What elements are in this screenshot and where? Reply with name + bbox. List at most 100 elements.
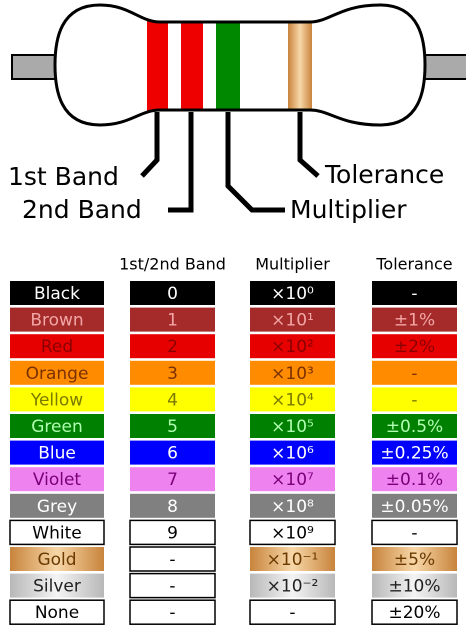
- cell: [372, 334, 457, 359]
- cell: [129, 546, 216, 572]
- cell: [249, 519, 336, 546]
- cell-text: ×10⁶: [271, 444, 314, 464]
- cell-text: ×10¹: [271, 311, 314, 331]
- cell: [10, 440, 104, 465]
- color-name: Red: [41, 337, 73, 357]
- cell: [10, 573, 104, 598]
- cell: [129, 599, 216, 625]
- cell-text: ±20%: [388, 603, 440, 623]
- cell: [372, 360, 457, 385]
- color-name: Silver: [33, 577, 81, 597]
- cell-text: -: [169, 550, 175, 570]
- cell-text: ±0.1%: [386, 470, 443, 490]
- cell-text: 6: [167, 444, 178, 464]
- cell-text: ×10⁰: [271, 284, 314, 304]
- multiplier-label: Multiplier: [290, 195, 407, 224]
- cell-text: -: [411, 364, 417, 384]
- cell: [130, 414, 215, 438]
- cell-text: ×10⁹: [271, 523, 314, 543]
- cell: [10, 414, 104, 438]
- cell: [372, 440, 457, 465]
- leader-line: [140, 112, 160, 178]
- cell: [9, 519, 105, 546]
- cell-text: ±2%: [394, 337, 435, 357]
- resistor: [11, 3, 466, 127]
- cell-text: 1: [167, 311, 178, 331]
- cell: [372, 547, 457, 571]
- cell-text: ×10⁵: [271, 417, 314, 437]
- cell-text: ±0.25%: [380, 444, 448, 464]
- cell: [249, 599, 336, 625]
- cell-text: 8: [167, 497, 178, 517]
- cell-text: ×10⁻¹: [267, 550, 319, 570]
- band1-label: 1st Band: [8, 162, 119, 191]
- cell: [372, 467, 457, 492]
- cell: [130, 307, 215, 332]
- cell: [372, 573, 457, 598]
- band2-label: 2nd Band: [22, 195, 142, 224]
- cell: [250, 573, 335, 598]
- color-name: White: [32, 523, 81, 543]
- cell-text: ±1%: [394, 311, 435, 331]
- cell: [10, 387, 104, 412]
- color-table: 1st/2nd Band Multiplier Tolerance Black 0 ×10…: [9, 255, 458, 625]
- color-name: Yellow: [30, 390, 83, 410]
- band: [216, 5, 240, 125]
- leader-line: [168, 112, 194, 213]
- cell: [250, 334, 335, 359]
- cell-text: -: [169, 577, 175, 597]
- cell: [250, 493, 335, 518]
- cell: [129, 572, 216, 599]
- cell-text: ×10⁸: [271, 497, 314, 517]
- cell-text: 5: [167, 417, 178, 437]
- cell: [250, 281, 335, 305]
- body-outline: [53, 3, 427, 127]
- band: [181, 5, 203, 125]
- cell: [130, 387, 215, 412]
- cell: [372, 387, 457, 412]
- tolerance-label: Tolerance: [324, 160, 444, 189]
- cell: [10, 281, 104, 305]
- leaders: [140, 112, 320, 213]
- color-name: Green: [31, 417, 82, 437]
- color-name: Blue: [38, 444, 76, 464]
- cell-text: -: [411, 390, 417, 410]
- leader-line: [225, 112, 285, 213]
- cell: [371, 519, 458, 546]
- cell-text: ×10⁷: [271, 470, 314, 490]
- band: [288, 5, 312, 125]
- band: [147, 5, 168, 125]
- cell-text: ×10⁴: [271, 390, 314, 410]
- cell: [250, 467, 335, 492]
- cell-text: ±5%: [394, 550, 435, 570]
- lead: [419, 54, 466, 80]
- color-name: Black: [34, 284, 80, 304]
- cell-text: 9: [167, 523, 178, 543]
- cell: [130, 360, 215, 385]
- cell-text: ×10⁻²: [267, 577, 319, 597]
- cell: [130, 281, 215, 305]
- column-header: Multiplier: [255, 255, 330, 274]
- cell-text: -: [289, 603, 295, 623]
- cell: [250, 440, 335, 465]
- cell: [9, 599, 105, 625]
- cell: [10, 493, 104, 518]
- cell: [10, 547, 104, 571]
- color-name: Orange: [26, 364, 89, 384]
- leader-line: [297, 112, 320, 178]
- cell: [372, 281, 457, 305]
- cell: [10, 334, 104, 359]
- cell: [129, 519, 216, 546]
- cell-text: -: [169, 603, 175, 623]
- cell-text: 4: [167, 390, 178, 410]
- cell: [250, 414, 335, 438]
- cell: [371, 599, 458, 625]
- cell-text: ×10³: [271, 364, 314, 384]
- cell: [250, 307, 335, 332]
- cell-text: -: [411, 284, 417, 304]
- cell-text: -: [411, 523, 417, 543]
- color-name: Brown: [30, 311, 83, 331]
- color-name: None: [35, 603, 79, 623]
- cell: [372, 493, 457, 518]
